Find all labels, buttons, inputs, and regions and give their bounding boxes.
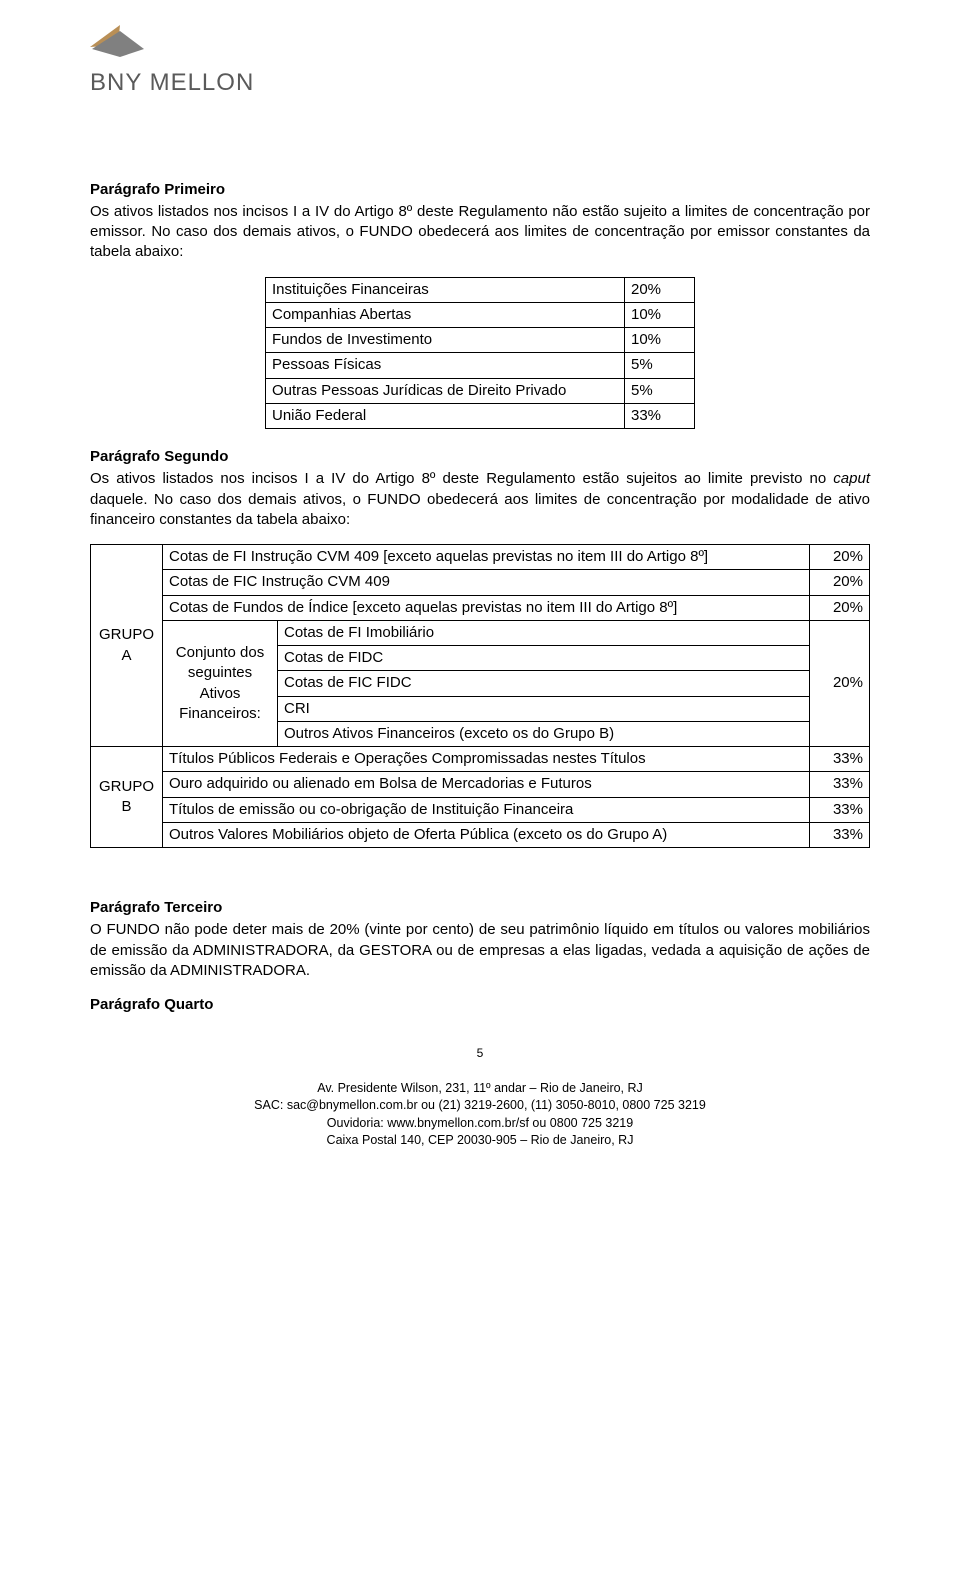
- table-row: Instituições Financeiras20%: [266, 277, 695, 302]
- company-name: BNY MELLON: [90, 67, 870, 99]
- cell-pct: 33%: [810, 822, 870, 847]
- cell-pct: 20%: [810, 620, 870, 746]
- footer-line-1: Av. Presidente Wilson, 231, 11º andar – …: [90, 1080, 870, 1098]
- cell-label: Cotas de FIC FIDC: [278, 671, 810, 696]
- cell-pct: 33%: [810, 797, 870, 822]
- emitter-limits-table: Instituições Financeiras20% Companhias A…: [265, 277, 695, 430]
- p2-caput: caput: [833, 470, 870, 487]
- footer-line-2: SAC: sac@bnymellon.com.br ou (21) 3219-2…: [90, 1097, 870, 1115]
- cell-label: União Federal: [266, 403, 625, 428]
- cell-label: Outros Valores Mobiliários objeto de Ofe…: [163, 822, 810, 847]
- paragraph-2-title: Parágrafo Segundo: [90, 447, 870, 467]
- group-b-label: GRUPO B: [91, 747, 163, 848]
- table-row: Pessoas Físicas5%: [266, 353, 695, 378]
- emitter-limits-table-wrap: Instituições Financeiras20% Companhias A…: [90, 277, 870, 430]
- cell-label: CRI: [278, 696, 810, 721]
- cell-label: Instituições Financeiras: [266, 277, 625, 302]
- cell-label: Fundos de Investimento: [266, 328, 625, 353]
- cell-label: Títulos Públicos Federais e Operações Co…: [163, 747, 810, 772]
- cell-label: Pessoas Físicas: [266, 353, 625, 378]
- table-row: Companhias Abertas10%: [266, 302, 695, 327]
- cell-pct: 10%: [625, 302, 695, 327]
- company-logo: BNY MELLON: [90, 25, 870, 100]
- p2-text-a: Os ativos listados nos incisos I a IV do…: [90, 470, 833, 487]
- cell-pct: 33%: [810, 772, 870, 797]
- cell-pct: 33%: [810, 747, 870, 772]
- asset-limits-table: GRUPO A Cotas de FI Instrução CVM 409 [e…: [90, 544, 870, 848]
- cell-label: Títulos de emissão ou co-obrigação de In…: [163, 797, 810, 822]
- table-row: GRUPO A Cotas de FI Instrução CVM 409 [e…: [91, 545, 870, 570]
- conjunto-label: Conjunto dos seguintes Ativos Financeiro…: [163, 620, 278, 746]
- table-row: Outras Pessoas Jurídicas de Direito Priv…: [266, 378, 695, 403]
- cell-pct: 5%: [625, 378, 695, 403]
- page-footer: Av. Presidente Wilson, 231, 11º andar – …: [90, 1080, 870, 1150]
- table-row: Títulos de emissão ou co-obrigação de In…: [91, 797, 870, 822]
- paragraph-2-text: Os ativos listados nos incisos I a IV do…: [90, 469, 870, 530]
- cell-pct: 5%: [625, 353, 695, 378]
- cell-pct: 10%: [625, 328, 695, 353]
- cell-label: Ouro adquirido ou alienado em Bolsa de M…: [163, 772, 810, 797]
- logo-triangle-icon: [90, 25, 144, 57]
- footer-line-3: Ouvidoria: www.bnymellon.com.br/sf ou 08…: [90, 1115, 870, 1133]
- p2-text-b: daquele. No caso dos demais ativos, o FU…: [90, 491, 870, 528]
- cell-label: Cotas de FI Instrução CVM 409 [exceto aq…: [163, 545, 810, 570]
- table-row: GRUPO B Títulos Públicos Federais e Oper…: [91, 747, 870, 772]
- paragraph-3-text: O FUNDO não pode deter mais de 20% (vint…: [90, 920, 870, 981]
- cell-pct: 20%: [810, 570, 870, 595]
- table-row: Conjunto dos seguintes Ativos Financeiro…: [91, 620, 870, 645]
- cell-pct: 20%: [625, 277, 695, 302]
- paragraph-3-title: Parágrafo Terceiro: [90, 898, 870, 918]
- cell-label: Companhias Abertas: [266, 302, 625, 327]
- table-row: Ouro adquirido ou alienado em Bolsa de M…: [91, 772, 870, 797]
- table-row: Fundos de Investimento10%: [266, 328, 695, 353]
- cell-pct: 20%: [810, 545, 870, 570]
- footer-line-4: Caixa Postal 140, CEP 20030-905 – Rio de…: [90, 1132, 870, 1150]
- table-row: Cotas de Fundos de Índice [exceto aquela…: [91, 595, 870, 620]
- cell-label: Cotas de FI Imobiliário: [278, 620, 810, 645]
- cell-pct: 33%: [625, 403, 695, 428]
- group-a-label: GRUPO A: [91, 545, 163, 747]
- cell-label: Cotas de Fundos de Índice [exceto aquela…: [163, 595, 810, 620]
- paragraph-1-title: Parágrafo Primeiro: [90, 180, 870, 200]
- page-number: 5: [90, 1045, 870, 1061]
- cell-label: Outros Ativos Financeiros (exceto os do …: [278, 721, 810, 746]
- table-row: Cotas de FIC Instrução CVM 409 20%: [91, 570, 870, 595]
- cell-label: Cotas de FIDC: [278, 646, 810, 671]
- paragraph-4-title: Parágrafo Quarto: [90, 995, 870, 1015]
- paragraph-1-text: Os ativos listados nos incisos I a IV do…: [90, 202, 870, 263]
- cell-pct: 20%: [810, 595, 870, 620]
- table-row: União Federal33%: [266, 403, 695, 428]
- cell-label: Outras Pessoas Jurídicas de Direito Priv…: [266, 378, 625, 403]
- cell-label: Cotas de FIC Instrução CVM 409: [163, 570, 810, 595]
- table-row: Outros Valores Mobiliários objeto de Ofe…: [91, 822, 870, 847]
